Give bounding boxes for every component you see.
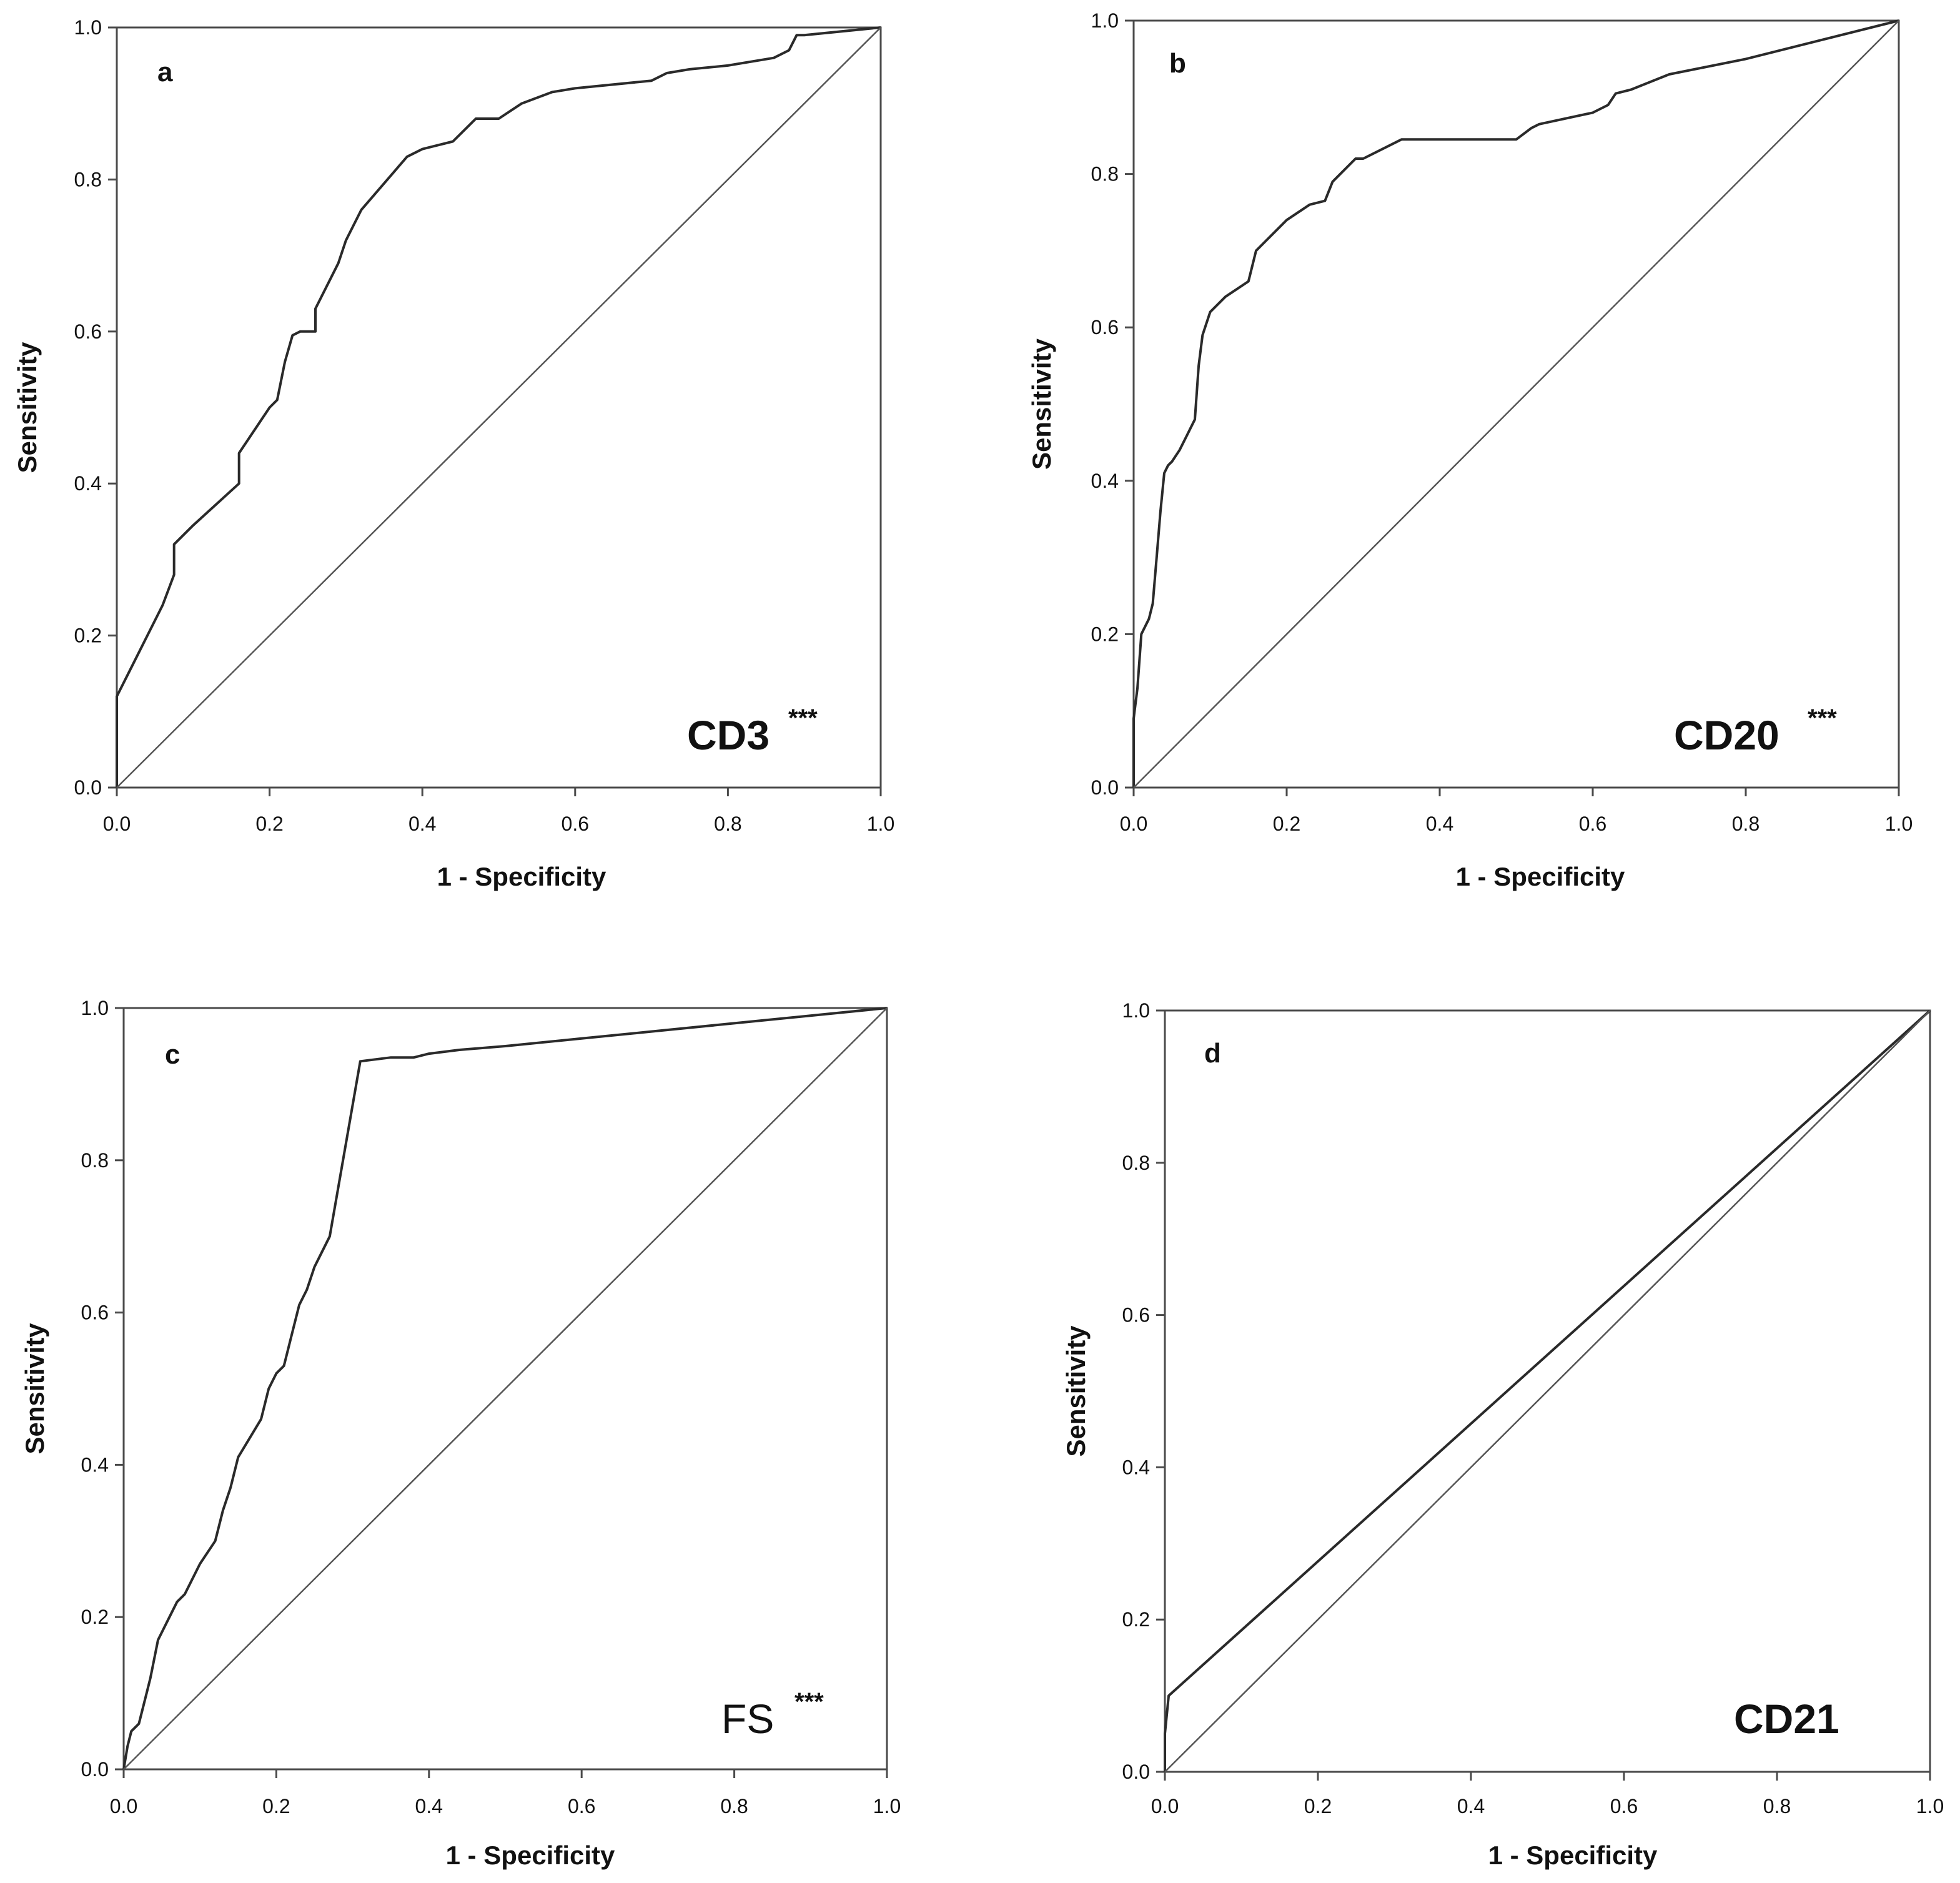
panel-c-x-tick-label: 1.0 bbox=[873, 1795, 901, 1817]
panel-b-marker-label: CD20 bbox=[1674, 712, 1779, 758]
panel-a-letter: a bbox=[157, 57, 173, 87]
panel-d-letter: d bbox=[1204, 1038, 1221, 1069]
panel-b-y-axis-label: Sensitivity bbox=[1027, 338, 1056, 470]
panel-c-x-tick-label: 0.6 bbox=[568, 1795, 595, 1817]
panel-a-y-tick-label: 1.0 bbox=[74, 16, 102, 39]
panel-a-x-tick-label: 1.0 bbox=[867, 813, 894, 835]
panel-b-x-tick-label: 0.8 bbox=[1732, 813, 1760, 835]
panel-b-x-tick-label: 0.4 bbox=[1426, 813, 1453, 835]
panel-d-roc-curve bbox=[1164, 1009, 1931, 1772]
panel-a-y-tick-label: 0.8 bbox=[74, 168, 102, 190]
panel-a-x-tick-label: 0.8 bbox=[714, 813, 741, 835]
panel-a-y-tick-label: 0.0 bbox=[74, 776, 102, 799]
panel-a-significance: *** bbox=[788, 704, 818, 732]
panel-b-x-tick-label: 1.0 bbox=[1885, 813, 1913, 835]
panel-c-y-axis-label: Sensitivity bbox=[20, 1323, 49, 1455]
panel-d-plot-frame bbox=[1164, 1009, 1931, 1773]
panel-b-x-tick-label: 0.2 bbox=[1273, 813, 1300, 835]
panel-d-x-tick-label: 1.0 bbox=[1916, 1795, 1944, 1817]
panel-d-y-tick-label: 1.0 bbox=[1122, 999, 1150, 1022]
panel-d-y-tick-label: 0.2 bbox=[1122, 1608, 1150, 1631]
panel-b-y-tick-label: 0.0 bbox=[1091, 776, 1119, 799]
panel-a-reference-line bbox=[116, 27, 881, 788]
panel-a-plot-frame bbox=[116, 26, 882, 789]
panel-b-y-tick-label: 0.6 bbox=[1091, 316, 1119, 339]
panel-c-letter: c bbox=[165, 1039, 180, 1070]
panel-c-y-tick-label: 0.0 bbox=[81, 1758, 109, 1781]
panel-c-y-tick-label: 0.8 bbox=[81, 1149, 109, 1172]
panel-b-y-tick-label: 0.4 bbox=[1091, 470, 1119, 492]
panel-a-y-tick-label: 0.4 bbox=[74, 472, 102, 495]
panel-d-x-tick-label: 0.0 bbox=[1151, 1795, 1179, 1817]
panel-c-x-tick-label: 0.4 bbox=[415, 1795, 443, 1817]
panel-a-x-tick-label: 0.2 bbox=[255, 813, 283, 835]
panel-d-x-tick-label: 0.6 bbox=[1610, 1795, 1638, 1817]
panel-a-y-axis-label: Sensitivity bbox=[12, 342, 42, 473]
panel-a-x-tick-label: 0.6 bbox=[562, 813, 589, 835]
panel-c-y-tick-label: 0.2 bbox=[81, 1606, 109, 1628]
panel-d-y-axis-label: Sensitivity bbox=[1061, 1325, 1091, 1457]
panel-a-x-axis-label: 1 - Specificity bbox=[437, 862, 606, 891]
panel-a-marker-label: CD3 bbox=[687, 712, 770, 758]
panel-a-y-tick-label: 0.6 bbox=[74, 320, 102, 343]
panel-b-plot-frame bbox=[1132, 19, 1900, 789]
panel-b-x-tick-label: 0.0 bbox=[1120, 813, 1147, 835]
panel-d-y-tick-label: 0.0 bbox=[1122, 1761, 1150, 1783]
panel-c-y-tick-label: 0.6 bbox=[81, 1302, 109, 1324]
panel-d-x-axis-label: 1 - Specificity bbox=[1488, 1841, 1658, 1870]
panel-d-y-tick-label: 0.4 bbox=[1122, 1456, 1150, 1478]
panel-c-significance: *** bbox=[794, 1688, 824, 1716]
panel-d-y-tick-label: 0.8 bbox=[1122, 1152, 1150, 1174]
panel-b-x-axis-label: 1 - Specificity bbox=[1456, 862, 1625, 891]
panel-c-plot-frame bbox=[122, 1007, 888, 1771]
panel-c-y-tick-label: 1.0 bbox=[81, 997, 109, 1019]
panel-d-x-tick-label: 0.2 bbox=[1304, 1795, 1332, 1817]
panel-b-reference-line bbox=[1133, 20, 1899, 788]
panel-b-y-tick-label: 0.8 bbox=[1091, 163, 1119, 185]
panel-c-y-tick-label: 0.4 bbox=[81, 1453, 109, 1476]
panel-c-x-tick-label: 0.2 bbox=[262, 1795, 290, 1817]
panel-b-y-tick-label: 1.0 bbox=[1091, 9, 1119, 32]
panel-a-x-tick-label: 0.0 bbox=[103, 813, 131, 835]
panel-c-x-axis-label: 1 - Specificity bbox=[446, 1841, 615, 1870]
panel-c-reference-line bbox=[123, 1007, 888, 1770]
panel-b-y-tick-label: 0.2 bbox=[1091, 623, 1119, 645]
panel-d-x-tick-label: 0.8 bbox=[1763, 1795, 1791, 1817]
panel-d-x-tick-label: 0.4 bbox=[1457, 1795, 1485, 1817]
panel-c-x-tick-label: 0.0 bbox=[110, 1795, 137, 1817]
panel-b-significance: *** bbox=[1808, 704, 1837, 732]
panel-a-x-tick-label: 0.4 bbox=[408, 813, 436, 835]
panel-c-roc-curve bbox=[122, 1007, 888, 1770]
panel-d-y-tick-label: 0.6 bbox=[1122, 1304, 1150, 1327]
panel-c-marker-label: FS bbox=[721, 1696, 774, 1742]
panel-d-reference-line bbox=[1164, 1010, 1931, 1772]
panel-c-x-tick-label: 0.8 bbox=[720, 1795, 748, 1817]
panel-b-letter: b bbox=[1169, 48, 1186, 79]
panel-b-roc-curve bbox=[1132, 19, 1899, 788]
panel-a-y-tick-label: 0.2 bbox=[74, 625, 102, 647]
panel-b-x-tick-label: 0.6 bbox=[1579, 813, 1606, 835]
panel-a-roc-curve bbox=[116, 26, 881, 788]
panel-d-marker-label: CD21 bbox=[1734, 1696, 1839, 1742]
